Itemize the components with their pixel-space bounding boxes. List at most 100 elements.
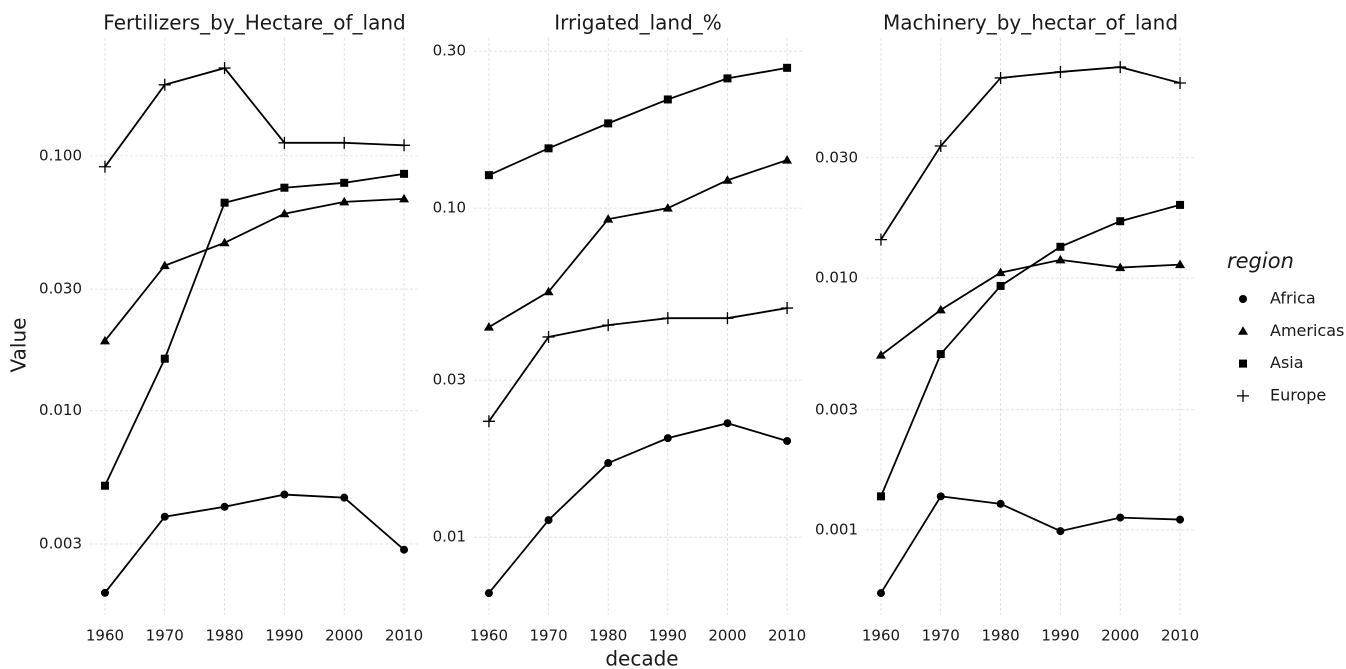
y-tick-label: 0.030 <box>39 280 82 298</box>
marker <box>876 492 885 501</box>
series-line <box>880 66 1181 241</box>
marker <box>663 434 672 443</box>
x-tick-label: 2000 <box>1101 627 1139 645</box>
y-axis-label: Value <box>7 318 31 373</box>
series-line <box>104 493 405 594</box>
y-tick-label: 0.001 <box>815 521 858 539</box>
marker <box>1237 389 1249 402</box>
panel-title: Fertilizers_by_Hectare_of_land <box>103 11 405 35</box>
y-tick-label: 0.003 <box>39 535 82 553</box>
marker <box>220 198 229 207</box>
marker <box>278 136 291 149</box>
x-tick-label: 1990 <box>265 627 303 645</box>
series-line <box>488 66 788 176</box>
x-tick-label: 1970 <box>146 627 184 645</box>
marker <box>874 233 887 246</box>
marker <box>100 588 109 597</box>
marker <box>482 415 495 428</box>
marker <box>936 350 945 359</box>
marker <box>1176 200 1185 209</box>
series-line <box>488 422 788 594</box>
y-tick-label: 0.01 <box>433 528 466 546</box>
marker <box>1238 326 1248 335</box>
panel-title: Machinery_by_hectar_of_land <box>883 11 1178 35</box>
marker <box>723 74 732 83</box>
marker <box>723 419 732 428</box>
marker <box>484 589 493 598</box>
marker <box>280 183 289 192</box>
marker <box>280 490 289 499</box>
marker <box>1239 295 1247 303</box>
marker <box>1116 513 1125 522</box>
marker <box>160 512 169 521</box>
marker <box>160 354 169 363</box>
marker <box>544 516 553 525</box>
marker <box>1176 515 1185 524</box>
marker <box>935 304 946 314</box>
marker <box>1054 65 1067 78</box>
marker <box>1056 242 1065 251</box>
y-tick-label: 0.100 <box>39 146 82 164</box>
x-tick-label: 2000 <box>708 627 746 645</box>
marker <box>339 196 350 206</box>
marker <box>544 144 553 153</box>
marker <box>934 140 947 153</box>
x-tick-label: 1970 <box>529 627 567 645</box>
series-line <box>880 258 1181 356</box>
marker <box>340 493 349 502</box>
y-tick-label: 0.010 <box>815 268 858 286</box>
marker <box>399 193 410 203</box>
marker <box>1174 76 1187 89</box>
x-tick-label: 1990 <box>1041 627 1079 645</box>
marker <box>1175 259 1186 269</box>
series-line <box>104 67 405 168</box>
marker <box>100 481 109 490</box>
marker <box>1114 61 1127 74</box>
marker <box>99 335 110 345</box>
marker <box>279 208 290 218</box>
marker <box>1239 359 1247 368</box>
y-tick-label: 0.10 <box>433 199 466 217</box>
y-tick-label: 0.010 <box>39 401 82 419</box>
x-tick-label: 1990 <box>649 627 687 645</box>
panel-title: Irrigated_land_% <box>554 11 722 35</box>
legend-label: Americas <box>1270 321 1344 340</box>
marker <box>783 63 792 72</box>
marker <box>722 175 733 184</box>
marker <box>484 171 493 180</box>
x-tick-label: 1960 <box>86 627 124 645</box>
marker <box>721 312 734 325</box>
marker <box>400 545 409 554</box>
marker <box>996 281 1005 290</box>
marker <box>602 319 615 332</box>
marker <box>218 62 231 75</box>
marker <box>158 78 171 91</box>
y-tick-label: 0.03 <box>433 371 466 389</box>
y-tick-label: 0.30 <box>433 42 466 60</box>
series-line <box>104 197 405 342</box>
y-tick-label: 0.003 <box>815 400 858 418</box>
x-axis-label: decade <box>605 647 678 669</box>
x-tick-label: 1970 <box>922 627 960 645</box>
marker <box>994 71 1007 84</box>
marker <box>661 312 674 325</box>
marker <box>159 260 170 270</box>
x-tick-label: 1980 <box>589 627 627 645</box>
series-line <box>104 172 405 487</box>
y-tick-label: 0.030 <box>815 148 858 166</box>
marker <box>781 302 794 315</box>
marker <box>340 178 349 187</box>
marker <box>1115 262 1126 272</box>
marker <box>876 589 885 598</box>
marker <box>219 237 230 247</box>
series-line <box>488 307 788 422</box>
marker <box>98 160 111 173</box>
marker <box>220 502 229 511</box>
marker <box>604 119 613 128</box>
legend-label: Europe <box>1270 385 1326 404</box>
marker <box>875 350 886 359</box>
x-tick-label: 2010 <box>1161 627 1199 645</box>
series-line <box>488 159 788 328</box>
marker <box>1116 217 1125 226</box>
